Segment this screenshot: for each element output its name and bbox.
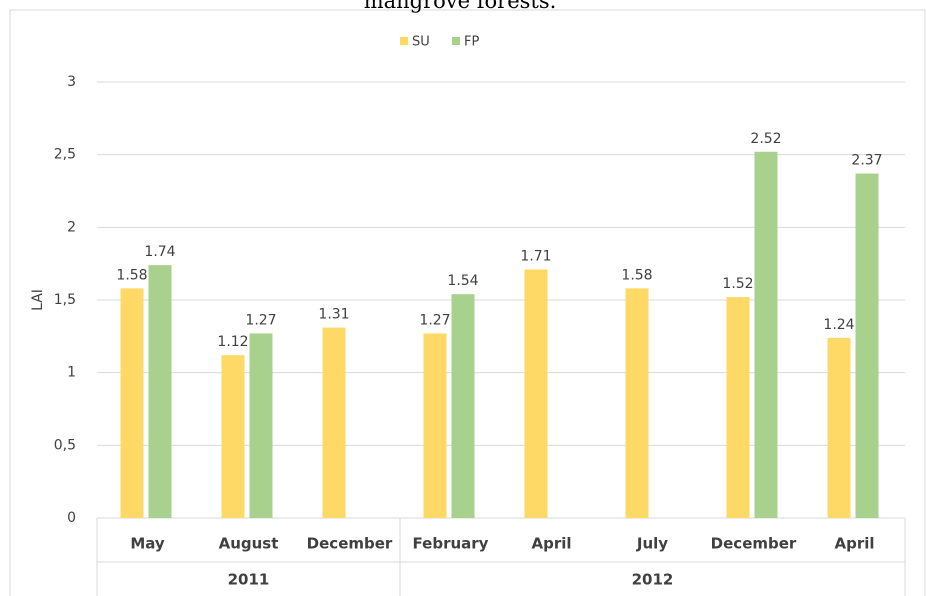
legend-label: FP [464, 35, 479, 50]
data-label: 1.58 [621, 267, 652, 283]
data-label: 1.52 [722, 276, 753, 292]
data-label: 1.71 [520, 248, 551, 264]
y-tick-label: 0 [67, 510, 76, 526]
data-label: 1.31 [318, 307, 349, 323]
bar [120, 288, 144, 518]
bar [451, 294, 475, 518]
y-tick-label: 3 [67, 74, 76, 90]
data-label: 1.58 [116, 267, 147, 283]
legend-swatch [452, 37, 460, 45]
data-label: 1.27 [419, 312, 450, 328]
x-tick-label: December [307, 535, 393, 553]
bar [148, 265, 172, 518]
bar [221, 355, 245, 518]
x-tick-label: December [711, 535, 797, 553]
x-tick-label: April [531, 535, 571, 553]
bar [423, 333, 447, 518]
data-label: 2.37 [851, 153, 882, 169]
data-label: 1.74 [144, 244, 175, 260]
y-tick-label: 1 [67, 365, 76, 381]
data-label: 1.24 [823, 317, 854, 333]
x-tick-label: May [130, 535, 165, 553]
bar [726, 297, 750, 518]
y-tick-label: 2 [67, 219, 76, 235]
data-label: 1.54 [447, 273, 478, 289]
bar [625, 288, 649, 518]
chart-title: mangrove forests. [364, 0, 557, 13]
bar [827, 337, 851, 518]
legend-label: SU [412, 35, 430, 50]
data-label: 1.27 [245, 312, 276, 328]
y-tick-label: 0,5 [54, 437, 76, 453]
bar [855, 173, 879, 518]
y-tick-label: 2,5 [54, 147, 76, 163]
bar [524, 269, 548, 518]
x-tick-label: July [636, 535, 668, 553]
group-label: 2011 [228, 571, 270, 589]
bar [322, 327, 346, 518]
data-label: 2.52 [750, 131, 781, 147]
x-tick-label: February [413, 535, 489, 553]
bar [249, 333, 273, 518]
bar [754, 151, 778, 518]
group-label: 2012 [632, 571, 674, 589]
x-tick-label: April [834, 535, 874, 553]
x-tick-label: August [219, 535, 279, 553]
legend-swatch [400, 37, 408, 45]
y-tick-label: 1,5 [54, 292, 76, 308]
data-label: 1.12 [217, 334, 248, 350]
y-axis-label: LAI [30, 289, 46, 311]
chart-frame [9, 9, 926, 596]
